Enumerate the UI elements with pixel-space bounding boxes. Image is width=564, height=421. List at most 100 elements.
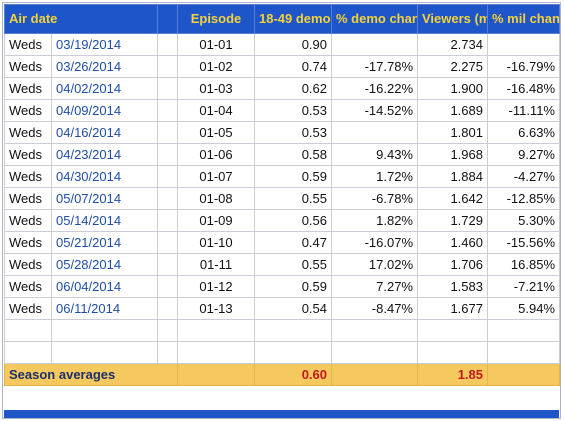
table-row: Weds 04/09/2014 01-04 0.53 -14.52% 1.689 -11.1… xyxy=(4,99,560,122)
spacer-cell xyxy=(157,187,178,210)
demo-change-cell xyxy=(331,33,418,56)
viewers-cell: 2.734 xyxy=(417,33,488,56)
air-date-link[interactable]: 05/21/2014 xyxy=(51,231,158,254)
bottom-bar xyxy=(4,410,559,418)
demo-cell: 0.58 xyxy=(254,143,332,166)
mil-change-cell: -4.27% xyxy=(487,165,560,188)
gap-row xyxy=(4,385,560,397)
mil-change-cell: 6.63% xyxy=(487,121,560,144)
demo-change-cell: 1.72% xyxy=(331,165,418,188)
demo-cell: 0.53 xyxy=(254,121,332,144)
table-row: Weds 05/14/2014 01-09 0.56 1.82% 1.729 5.30% xyxy=(4,209,560,232)
demo-change-cell: 7.27% xyxy=(331,275,418,298)
day-cell: Weds xyxy=(4,77,52,100)
demo-change-cell: -16.22% xyxy=(331,77,418,100)
mil-change-cell xyxy=(487,33,560,56)
table-row: Weds 03/19/2014 01-01 0.90 2.734 xyxy=(4,33,560,56)
ratings-table: Air date Episode 18-49 demo % demo chang… xyxy=(4,4,560,397)
table-row: Weds 04/02/2014 01-03 0.62 -16.22% 1.900 -16.4… xyxy=(4,77,560,100)
episode-cell: 01-08 xyxy=(177,187,255,210)
table-row: Weds 03/26/2014 01-02 0.74 -17.78% 2.275 -16.7… xyxy=(4,55,560,78)
episode-cell: 01-09 xyxy=(177,209,255,232)
episode-cell: 01-05 xyxy=(177,121,255,144)
air-date-link[interactable]: 06/04/2014 xyxy=(51,275,158,298)
episode-cell: 01-07 xyxy=(177,165,255,188)
viewers-cell: 1.706 xyxy=(417,253,488,276)
average-viewers: 1.85 xyxy=(417,363,488,386)
air-date-link[interactable]: 05/14/2014 xyxy=(51,209,158,232)
demo-change-cell: -8.47% xyxy=(331,297,418,320)
viewers-cell: 1.583 xyxy=(417,275,488,298)
viewers-cell: 1.900 xyxy=(417,77,488,100)
demo-cell: 0.74 xyxy=(254,55,332,78)
demo-cell: 0.59 xyxy=(254,165,332,188)
air-date-link[interactable]: 06/11/2014 xyxy=(51,297,158,320)
mil-change-cell: 9.27% xyxy=(487,143,560,166)
header-episode[interactable]: Episode xyxy=(177,4,255,34)
air-date-link[interactable]: 05/28/2014 xyxy=(51,253,158,276)
season-averages-label: Season averages xyxy=(4,363,178,386)
demo-cell: 0.56 xyxy=(254,209,332,232)
episode-cell: 01-13 xyxy=(177,297,255,320)
spacer-cell xyxy=(157,231,178,254)
header-demo[interactable]: 18-49 demo xyxy=(254,4,332,34)
air-date-link[interactable]: 05/07/2014 xyxy=(51,187,158,210)
episode-cell: 01-10 xyxy=(177,231,255,254)
spacer-cell xyxy=(157,143,178,166)
spacer-cell xyxy=(157,99,178,122)
viewers-cell: 1.729 xyxy=(417,209,488,232)
air-date-link[interactable]: 04/16/2014 xyxy=(51,121,158,144)
mil-change-cell: 5.94% xyxy=(487,297,560,320)
header-mil-change[interactable]: % mil change xyxy=(487,4,560,34)
demo-change-cell: 1.82% xyxy=(331,209,418,232)
air-date-link[interactable]: 04/30/2014 xyxy=(51,165,158,188)
header-air-date[interactable]: Air date xyxy=(4,4,158,34)
day-cell: Weds xyxy=(4,209,52,232)
header-spacer xyxy=(157,4,178,34)
mil-change-cell: -7.21% xyxy=(487,275,560,298)
episode-cell: 01-02 xyxy=(177,55,255,78)
demo-cell: 0.62 xyxy=(254,77,332,100)
table-row: Weds 06/04/2014 01-12 0.59 7.27% 1.583 -7.21% xyxy=(4,275,560,298)
header-demo-change[interactable]: % demo change xyxy=(331,4,418,34)
air-date-link[interactable]: 04/23/2014 xyxy=(51,143,158,166)
air-date-link[interactable]: 04/02/2014 xyxy=(51,77,158,100)
day-cell: Weds xyxy=(4,253,52,276)
viewers-cell: 1.677 xyxy=(417,297,488,320)
mil-change-cell: -16.79% xyxy=(487,55,560,78)
spacer-cell xyxy=(157,297,178,320)
season-averages-row: Season averages 0.60 1.85 xyxy=(4,363,560,386)
viewers-cell: 2.275 xyxy=(417,55,488,78)
demo-cell: 0.53 xyxy=(254,99,332,122)
header-viewers[interactable]: Viewers (mil) xyxy=(417,4,488,34)
day-cell: Weds xyxy=(4,231,52,254)
mil-change-cell: -15.56% xyxy=(487,231,560,254)
day-cell: Weds xyxy=(4,99,52,122)
spacer-cell xyxy=(157,209,178,232)
demo-cell: 0.90 xyxy=(254,33,332,56)
air-date-link[interactable]: 04/09/2014 xyxy=(51,99,158,122)
episode-cell: 01-03 xyxy=(177,77,255,100)
viewers-cell: 1.642 xyxy=(417,187,488,210)
spacer-cell xyxy=(157,253,178,276)
demo-change-cell: -6.78% xyxy=(331,187,418,210)
day-cell: Weds xyxy=(4,275,52,298)
air-date-link[interactable]: 03/26/2014 xyxy=(51,55,158,78)
demo-change-cell xyxy=(331,121,418,144)
demo-cell: 0.59 xyxy=(254,275,332,298)
average-demo: 0.60 xyxy=(254,363,332,386)
episode-cell: 01-11 xyxy=(177,253,255,276)
day-cell: Weds xyxy=(4,55,52,78)
episode-cell: 01-04 xyxy=(177,99,255,122)
empty-row xyxy=(4,341,560,364)
viewers-cell: 1.460 xyxy=(417,231,488,254)
demo-change-cell: -16.07% xyxy=(331,231,418,254)
viewers-cell: 1.801 xyxy=(417,121,488,144)
table-row: Weds 05/28/2014 01-11 0.55 17.02% 1.706 16.85% xyxy=(4,253,560,276)
demo-cell: 0.55 xyxy=(254,253,332,276)
air-date-link[interactable]: 03/19/2014 xyxy=(51,33,158,56)
demo-change-cell: 9.43% xyxy=(331,143,418,166)
day-cell: Weds xyxy=(4,187,52,210)
mil-change-cell: -12.85% xyxy=(487,187,560,210)
spacer-cell xyxy=(157,77,178,100)
